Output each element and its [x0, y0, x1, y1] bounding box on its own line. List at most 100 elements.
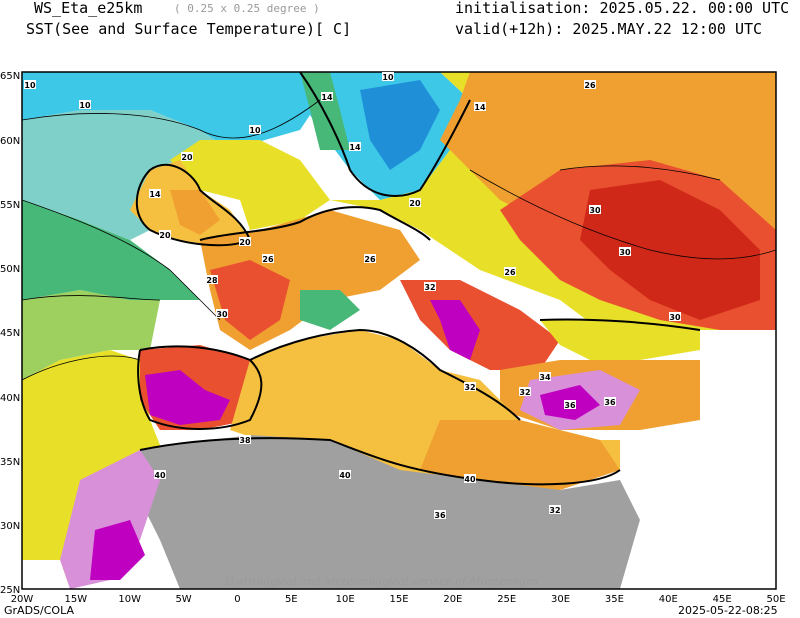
contour-label-bg — [584, 80, 596, 89]
contour-label-bg — [159, 230, 171, 239]
scandinavia-deep-cold — [360, 80, 440, 170]
contour-label: 20 — [409, 199, 421, 208]
contour-label: 32 — [519, 388, 530, 397]
map-frame — [21, 71, 777, 590]
lat-tick-label: 45N — [0, 328, 20, 339]
contour-label: 10 — [24, 81, 36, 90]
contour-label-bg — [464, 474, 476, 483]
contour-label-bg — [206, 275, 218, 284]
field-title: SST(See and Surface Temperature)[ C] — [26, 20, 352, 38]
alps-cool — [300, 290, 360, 330]
lon-tick-label: 50E — [766, 594, 785, 605]
lon-tick-label: 30E — [551, 594, 570, 605]
morocco-pink — [60, 450, 160, 589]
morocco-extreme — [90, 520, 145, 580]
contour-label-bg — [339, 470, 351, 479]
contour-label: 36 — [434, 511, 446, 520]
lon-tick-label: 15E — [389, 594, 408, 605]
contour-labels: 10 10 10 10 14 14 14 14 20 20 20 20 26 26 26 28 30 30 30 30… — [24, 72, 681, 520]
contour-label: 32 — [424, 283, 435, 292]
lat-tick-label: 35N — [0, 457, 20, 468]
contour-label: 26 — [584, 81, 596, 90]
map-field: Hydrological and Meteorological service … — [22, 72, 776, 589]
balkans-extreme — [430, 300, 480, 360]
contour-label: 40 — [154, 471, 166, 480]
contour-label-bg — [604, 397, 616, 406]
grid-resolution: ( 0.25 x 0.25 degree ) — [174, 2, 320, 15]
contour-label-bg — [249, 125, 261, 134]
isotherms — [22, 99, 776, 381]
nodata-east — [620, 420, 776, 589]
lon-tick-label: 10E — [336, 594, 355, 605]
contour-label-bg — [539, 372, 551, 381]
contour-label: 20 — [159, 231, 171, 240]
contour-label-bg — [79, 100, 91, 109]
contour-label-bg — [619, 247, 631, 256]
continent-very-hot — [580, 180, 760, 320]
contour-label: 26 — [504, 268, 516, 277]
valid-time: valid(+12h): 2025.MAY.22 12:00 UTC — [455, 20, 763, 38]
contour-label: 30 — [589, 206, 601, 215]
lat-tick-label: 65N — [0, 71, 20, 82]
contour-label: 30 — [216, 310, 228, 319]
contour-label: 26 — [262, 255, 274, 264]
contour-label-bg — [239, 237, 251, 246]
longitude-labels: 20W 15W 10W 5W 0 5E 10E 15E 20E 25E 30E 35E 40E 45E 50… — [11, 594, 786, 605]
contour-label: 10 — [249, 126, 261, 135]
contour-label: 34 — [539, 373, 551, 382]
france-hot — [210, 260, 290, 340]
contour-label-bg — [474, 102, 486, 111]
contour-label-bg — [239, 435, 251, 444]
contour-label-bg — [149, 189, 161, 198]
contour-label-bg — [504, 267, 516, 276]
britain-orange — [170, 190, 220, 235]
contour-label-bg — [349, 142, 361, 151]
lat-tick-label: 50N — [0, 264, 20, 275]
contour-label: 14 — [321, 93, 333, 102]
contour-label: 10 — [79, 101, 91, 110]
lat-tick-label: 30N — [0, 521, 20, 532]
contour-label-bg — [464, 382, 476, 391]
lon-tick-label: 5E — [285, 594, 298, 605]
contour-label: 32 — [549, 506, 560, 515]
contour-label: 14 — [474, 103, 486, 112]
contour-label-bg — [181, 152, 193, 161]
lat-tick-label: 40N — [0, 393, 20, 404]
contour-label-bg — [321, 92, 333, 101]
contour-label: 32 — [464, 383, 475, 392]
contour-label: 14 — [349, 143, 361, 152]
contour-label-bg — [154, 470, 166, 479]
footer-timestamp: 2025-05-22-08:25 — [678, 604, 778, 617]
contour-label-bg — [434, 510, 446, 519]
contour-label-bg — [409, 198, 421, 207]
initialisation-time: initialisation: 2025.05.22. 00:00 UTC — [455, 0, 790, 17]
sea-warm-band — [22, 350, 170, 589]
contour-label-bg — [262, 254, 274, 263]
latitude-labels: 65N 60N 55N 50N 45N 40N 35N 30N 25N — [0, 71, 20, 596]
lon-tick-label: 10W — [118, 594, 141, 605]
sea-mild-band — [22, 200, 200, 300]
contour-label-bg — [564, 400, 576, 409]
contour-label-bg — [24, 80, 36, 89]
model-name: WS_Eta_e25km — [34, 0, 143, 17]
contour-label: 30 — [669, 313, 681, 322]
contour-label: 26 — [364, 255, 376, 264]
sea-cool-band — [22, 110, 230, 240]
lon-tick-label: 35E — [605, 594, 624, 605]
lat-tick-label: 60N — [0, 136, 20, 147]
footer-software: GrADS/COLA — [4, 604, 74, 617]
lon-tick-label: 15W — [65, 594, 88, 605]
contour-label: 30 — [619, 248, 631, 257]
contour-label: 36 — [564, 401, 576, 410]
contour-label-bg — [589, 205, 601, 214]
contour-label: 38 — [239, 436, 251, 445]
iberia-extreme — [145, 370, 230, 425]
lon-tick-label: 20W — [11, 594, 34, 605]
contour-label-bg — [382, 72, 394, 81]
contour-label: 36 — [604, 398, 616, 407]
north-africa-nodata — [140, 435, 640, 589]
contour-label-bg — [669, 312, 681, 321]
contour-label: 40 — [339, 471, 351, 480]
east-med-orange — [420, 420, 620, 490]
